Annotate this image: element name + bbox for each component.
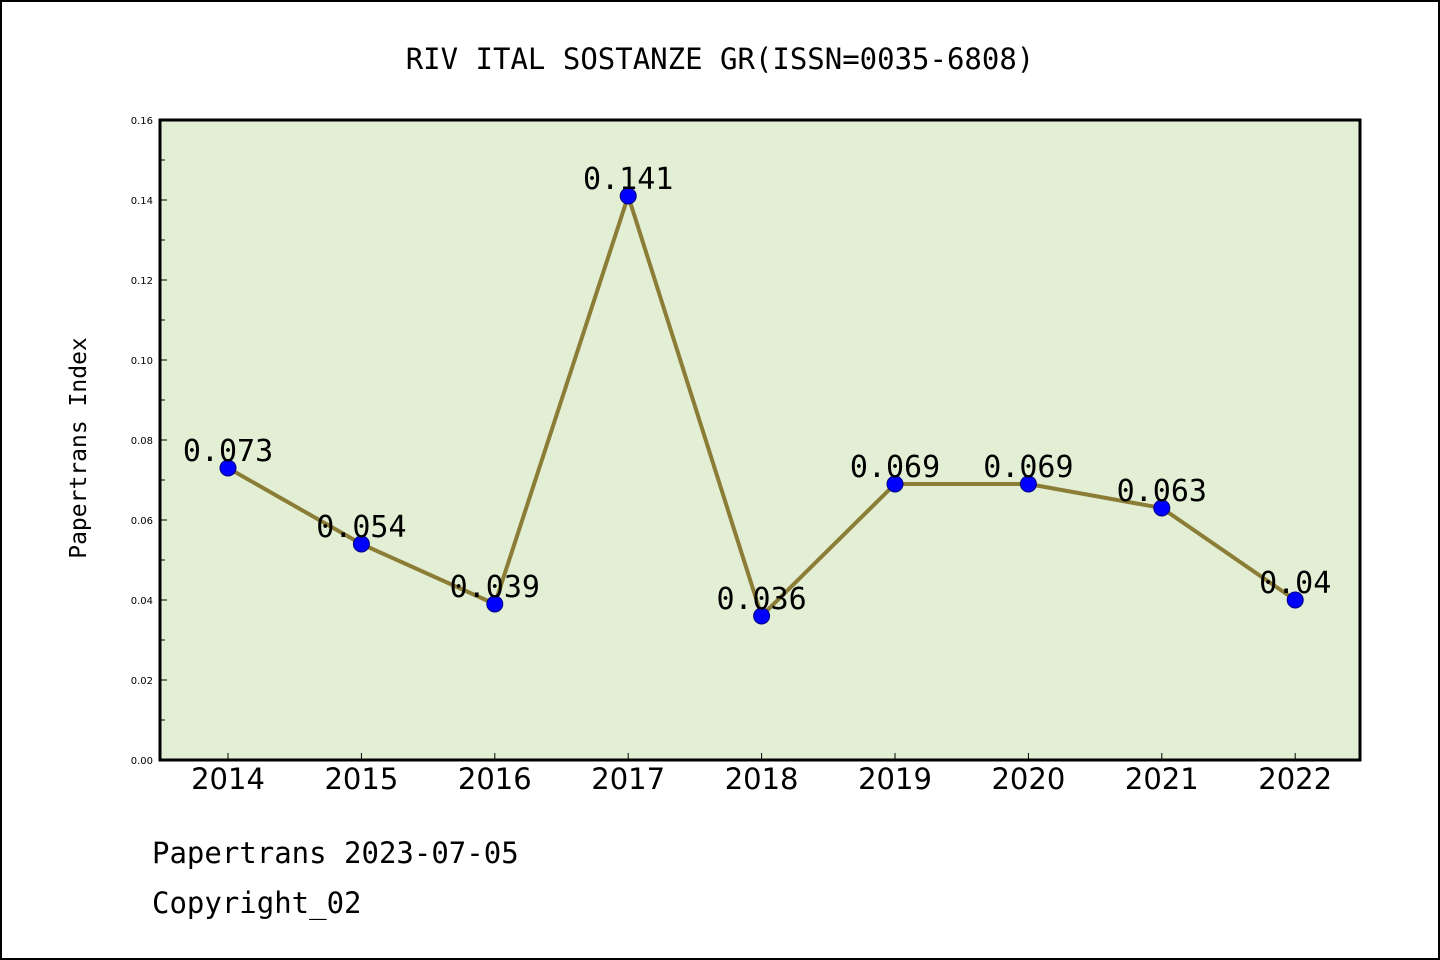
- y-axis-label: Papertrans Index: [66, 337, 92, 559]
- y-tick-label: 0.06: [131, 516, 153, 527]
- footer-date: Papertrans 2023-07-05: [152, 836, 519, 870]
- y-tick-label: 0.08: [131, 436, 153, 447]
- series-papertrans-index: [219, 187, 1304, 625]
- data-point-2015: [352, 535, 370, 553]
- data-labels: 0.073 0.054 0.039 0.141 0.036 0.069 0.069 0.063…: [183, 162, 1331, 617]
- data-point-2019: [886, 475, 904, 493]
- x-tick-label: 2015: [324, 762, 398, 796]
- y-axis: 0.00 0.02 0.04 0.06 0.08 0.10 0.12 0.14 0.16: [131, 116, 167, 767]
- y-tick-label: 0.04: [131, 596, 153, 607]
- data-point-2014: [219, 459, 237, 477]
- data-label: 0.063: [1117, 474, 1207, 509]
- x-tick-label: 2016: [458, 762, 532, 796]
- x-tick-label: 2021: [1125, 762, 1199, 796]
- x-tick-label: 2014: [191, 762, 265, 796]
- data-point-2020: [1019, 475, 1037, 493]
- data-label: 0.073: [183, 434, 273, 469]
- x-tick-label: 2018: [725, 762, 799, 796]
- data-point-2021: [1153, 499, 1171, 517]
- data-label: 0.039: [450, 570, 540, 605]
- data-point-2022: [1286, 591, 1304, 609]
- y-tick-label: 0.10: [131, 356, 153, 367]
- data-label: 0.054: [316, 510, 406, 545]
- y-tick-label: 0.12: [131, 276, 153, 287]
- footer-copyright: Copyright_02: [152, 886, 362, 920]
- y-tick-label: 0.00: [131, 756, 153, 767]
- data-label: 0.04: [1259, 566, 1331, 601]
- x-tick-label: 2019: [858, 762, 932, 796]
- x-axis: 2014 2015 2016 2017 2018 2019 2020 2021 2022: [191, 753, 1332, 796]
- data-label: 0.036: [716, 582, 806, 617]
- data-point-2017: [619, 187, 637, 205]
- data-label: 0.141: [583, 162, 673, 197]
- x-tick-label: 2017: [591, 762, 665, 796]
- plot-area: [158, 118, 1362, 762]
- data-point-2016: [486, 595, 504, 613]
- data-point-2018: [753, 607, 771, 625]
- data-label: 0.069: [850, 450, 940, 485]
- x-tick-label: 2020: [991, 762, 1065, 796]
- data-label: 0.069: [983, 450, 1073, 485]
- y-tick-label: 0.16: [131, 116, 153, 127]
- chart-title: RIV ITAL SOSTANZE GR(ISSN=0035-6808): [406, 42, 1035, 76]
- y-tick-label: 0.02: [131, 676, 153, 687]
- x-tick-label: 2022: [1258, 762, 1332, 796]
- y-tick-label: 0.14: [131, 196, 153, 207]
